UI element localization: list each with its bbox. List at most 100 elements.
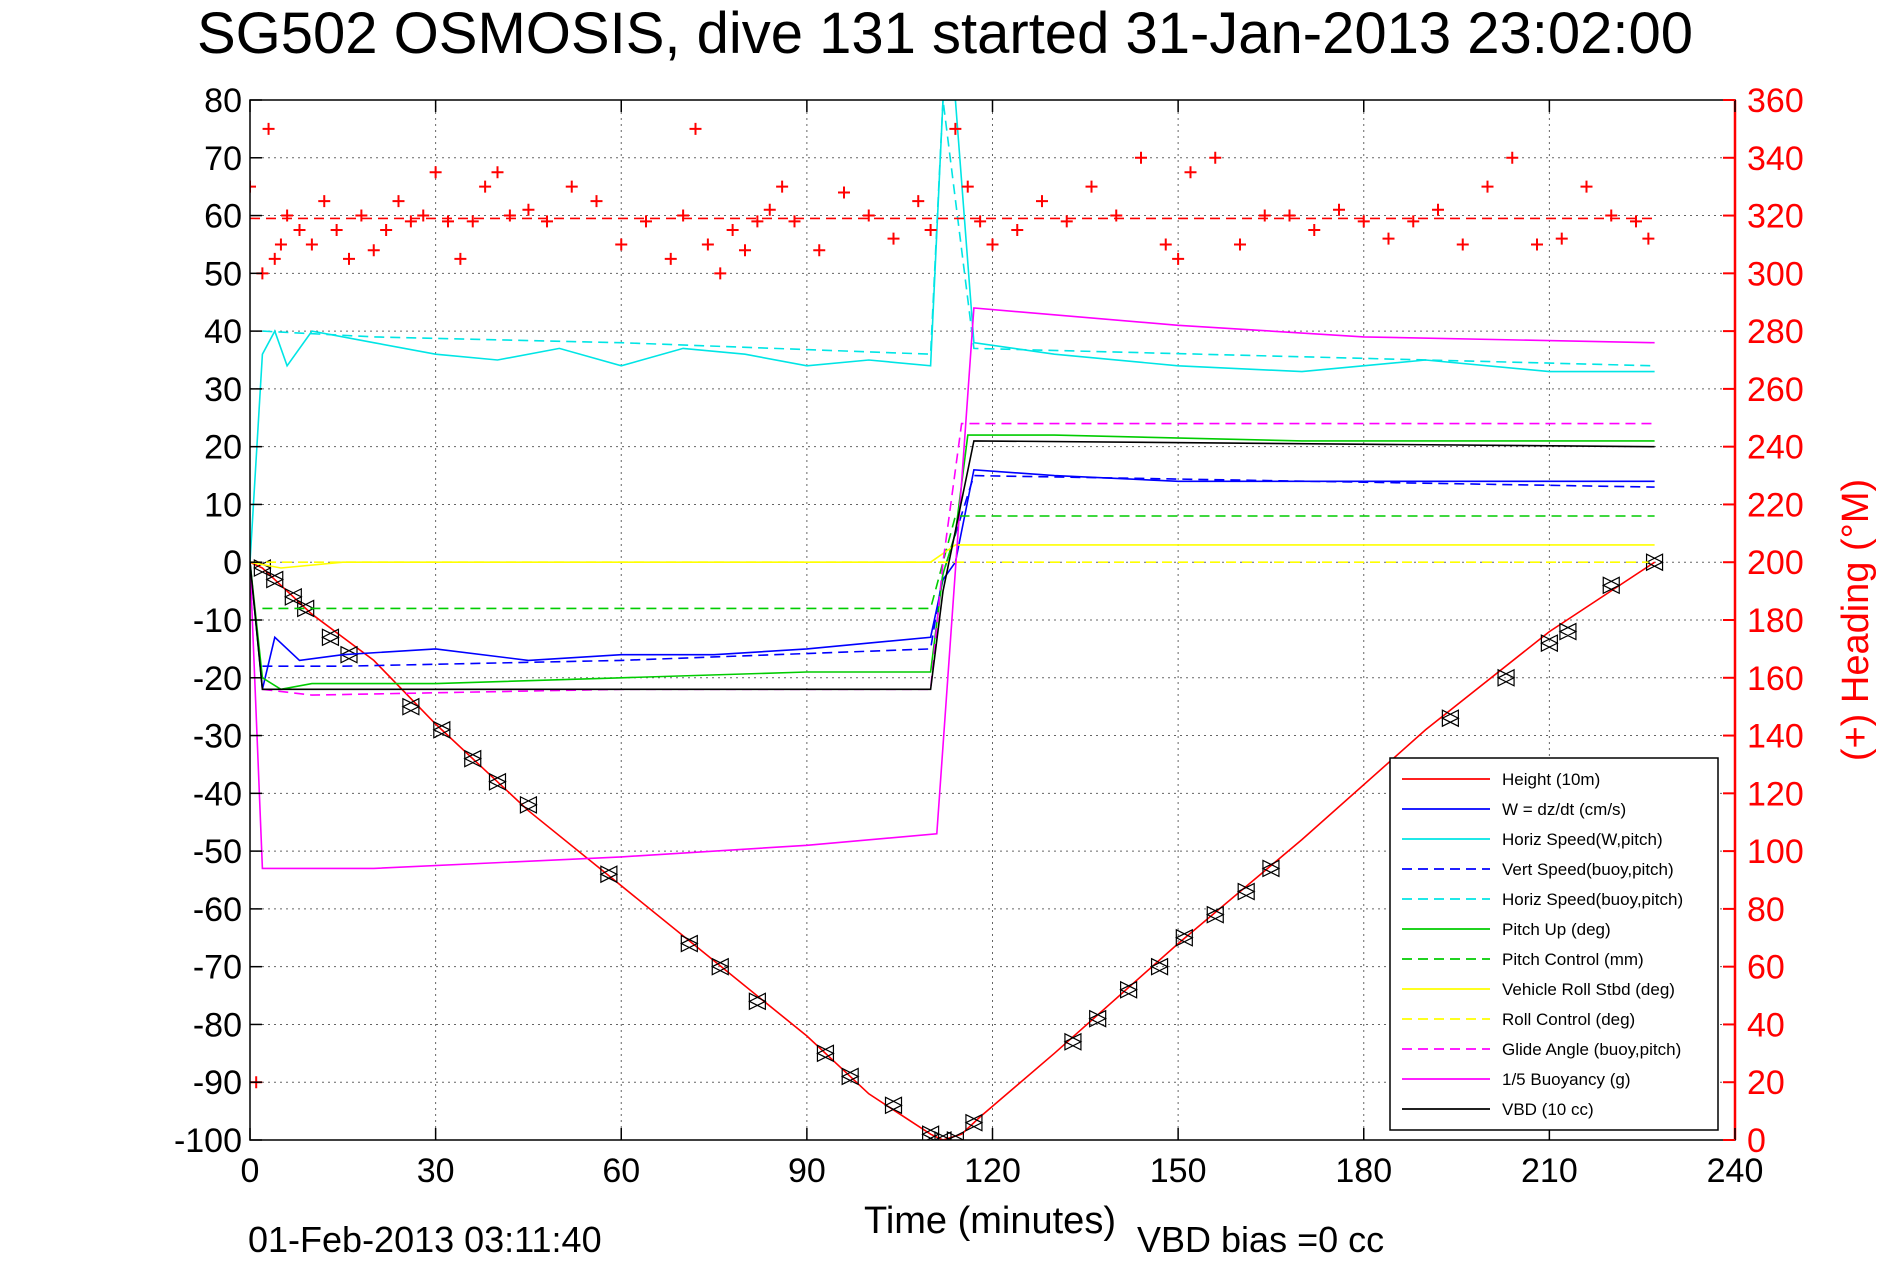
- series-glide-angle: [262, 422, 1655, 696]
- heading-point: [491, 166, 504, 179]
- y-tick-label: 70: [204, 140, 242, 178]
- y-tick-label: -10: [193, 602, 242, 640]
- x-axis-label: Time (minutes): [864, 1200, 1116, 1242]
- heading-point: [1209, 151, 1222, 164]
- heading-point: [1135, 151, 1147, 164]
- legend-entry: VBD (10 cc): [1502, 1100, 1594, 1119]
- y-tick-label: -60: [193, 891, 242, 929]
- y-tick-label: -100: [174, 1122, 242, 1160]
- heading-point: [274, 238, 287, 251]
- heading-point: [1407, 215, 1420, 228]
- series-pitch-control: [262, 515, 1655, 610]
- series-vbd: [250, 440, 1655, 691]
- heading-point: [1085, 180, 1098, 193]
- heading-point: [1580, 180, 1593, 193]
- depth-marker: [748, 992, 767, 1011]
- y-tick-label: 60: [204, 198, 242, 236]
- heading-point: [1333, 203, 1345, 216]
- depth-marker: [265, 570, 285, 589]
- legend-entry: Horiz Speed(buoy,pitch): [1502, 890, 1683, 909]
- x-tick-label: 120: [964, 1152, 1021, 1190]
- y2-tick-label: 260: [1747, 371, 1804, 409]
- heading-point: [887, 232, 900, 245]
- x-tick-label: 60: [602, 1152, 640, 1190]
- y2-tick-label: 160: [1747, 660, 1804, 698]
- depth-marker: [679, 934, 699, 953]
- depth-marker: [1174, 928, 1194, 947]
- y2-tick-label: 0: [1747, 1122, 1766, 1160]
- series-heading: [250, 122, 1655, 1089]
- heading-point: [1060, 215, 1073, 228]
- y2-tick-label: 20: [1747, 1064, 1785, 1102]
- heading-point: [268, 252, 281, 265]
- y-tick-label: -70: [193, 949, 242, 987]
- heading-point: [640, 215, 652, 228]
- y2-tick-label: 80: [1747, 891, 1785, 929]
- heading-point: [1357, 215, 1370, 228]
- depth-marker: [519, 795, 538, 814]
- series-pitch-up: [250, 434, 1655, 691]
- y-tick-label: -30: [193, 718, 242, 756]
- y2-tick-label: 360: [1747, 82, 1804, 120]
- depth-marker: [1119, 980, 1138, 999]
- heading-point: [454, 252, 467, 265]
- legend-entry: Pitch Up (deg): [1502, 920, 1611, 939]
- legend-entry: Glide Angle (buoy,pitch): [1502, 1040, 1681, 1059]
- y-axis-ticks: 80 70 60 50 40 30 20 10 0 -10 -20 -30 -40 -50 -60 -70 -8…: [174, 82, 262, 1160]
- depth-marker: [321, 628, 340, 647]
- heading-point: [293, 224, 306, 236]
- heading-point: [862, 209, 875, 222]
- heading-point: [565, 180, 578, 193]
- heading-point: [367, 244, 380, 257]
- legend-entry: Vert Speed(buoy,pitch): [1502, 860, 1674, 879]
- heading-point: [664, 252, 677, 265]
- heading-point: [541, 215, 553, 228]
- heading-point: [1258, 209, 1271, 222]
- y2-tick-label: 40: [1747, 1006, 1785, 1044]
- y-tick-label: -50: [193, 833, 242, 871]
- heading-point: [751, 215, 764, 228]
- heading-point: [912, 195, 925, 208]
- heading-point: [1506, 151, 1519, 164]
- legend-entry: W = dz/dt (cm/s): [1502, 800, 1626, 819]
- heading-point: [1456, 238, 1469, 251]
- chart-title: SG502 OSMOSIS, dive 131 started 31-Jan-2…: [197, 1, 1693, 66]
- heading-point: [949, 122, 962, 135]
- series-buoyancy: [250, 307, 1655, 870]
- heading-point: [343, 252, 355, 265]
- y-tick-label: 20: [204, 429, 242, 467]
- y2-tick-label: 340: [1747, 140, 1804, 178]
- depth-marker: [1236, 882, 1256, 901]
- y-tick-label: 40: [204, 313, 242, 351]
- depth-marker: [599, 865, 619, 884]
- x-tick-label: 150: [1150, 1152, 1207, 1190]
- heading-point: [355, 209, 368, 222]
- legend-entry: Vehicle Roll Stbd (deg): [1502, 980, 1675, 999]
- x-tick-label: 180: [1335, 1152, 1392, 1190]
- heading-point: [1036, 195, 1048, 208]
- heading-point: [726, 224, 739, 236]
- heading-point: [1630, 215, 1642, 228]
- heading-point: [838, 186, 850, 199]
- depth-marker: [1063, 1032, 1083, 1051]
- series-horiz-speed-w: [250, 100, 1655, 563]
- depth-marker: [1150, 957, 1169, 976]
- depth-marker: [463, 749, 483, 768]
- heading-point: [1308, 224, 1321, 236]
- legend-box: [1389, 757, 1719, 1131]
- heading-point: [330, 224, 343, 236]
- heading-point: [404, 215, 417, 228]
- y2-tick-label: 240: [1747, 429, 1804, 467]
- x-tick-label: 90: [788, 1152, 826, 1190]
- heading-point: [1555, 232, 1568, 245]
- depth-marker: [710, 957, 730, 976]
- legend-entry: Pitch Control (mm): [1502, 950, 1644, 969]
- y-tick-label: -40: [193, 775, 242, 813]
- heading-point: [1110, 209, 1123, 222]
- heading-point: [522, 203, 535, 216]
- depth-marker: [933, 1131, 953, 1140]
- y-tick-label: 50: [204, 255, 242, 293]
- heading-point: [924, 224, 937, 236]
- depth-marker: [1540, 634, 1559, 653]
- heading-point: [1531, 238, 1543, 251]
